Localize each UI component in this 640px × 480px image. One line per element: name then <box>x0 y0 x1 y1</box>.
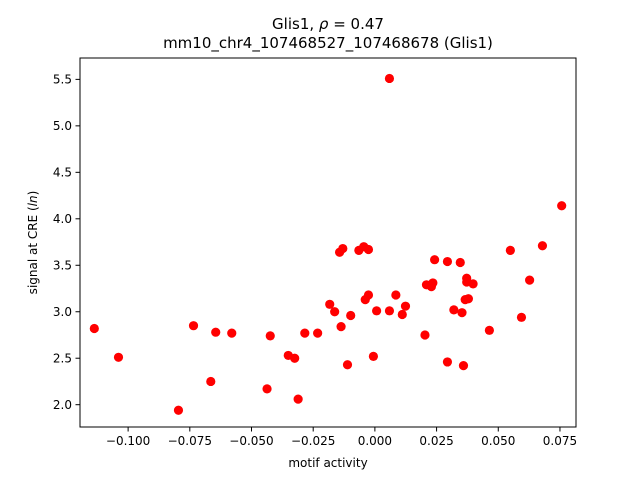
y-tick-label: 3.5 <box>53 259 72 273</box>
data-point <box>557 201 567 211</box>
data-point <box>468 279 478 289</box>
x-tick-label: −0.100 <box>106 434 150 448</box>
data-point <box>384 306 395 316</box>
data-point <box>342 360 353 370</box>
data-point <box>505 245 515 256</box>
x-axis-label: motif activity <box>288 456 367 470</box>
x-axis-ticks: −0.100 −0.075 −0.050 −0.025 0.000 0.025 0.050 0… <box>106 427 577 448</box>
data-point <box>330 307 340 317</box>
data-point <box>455 257 465 268</box>
data-point <box>457 308 467 318</box>
data-point <box>336 322 346 332</box>
data-point <box>442 357 453 367</box>
data-point <box>89 323 99 334</box>
data-point <box>428 278 438 288</box>
data-point <box>420 330 430 340</box>
data-point <box>442 256 453 267</box>
data-point <box>173 405 184 415</box>
data-point <box>397 309 407 320</box>
x-tick-label: 0.000 <box>358 434 392 448</box>
y-axis-ticks: 2.0 2.5 3.0 3.5 4.0 4.5 5.0 5.5 <box>53 73 80 412</box>
data-point <box>372 306 382 316</box>
data-point <box>525 275 535 285</box>
data-point <box>300 328 310 338</box>
x-tick-label: −0.075 <box>168 434 212 448</box>
data-point <box>537 241 548 251</box>
data-point <box>363 290 374 300</box>
data-point <box>391 290 401 300</box>
y-tick-label: 3.0 <box>53 305 72 319</box>
y-tick-label: 5.5 <box>53 73 72 87</box>
data-point <box>211 327 221 337</box>
data-points <box>89 73 567 415</box>
x-tick-label: −0.025 <box>291 434 335 448</box>
x-tick-label: −0.050 <box>229 434 273 448</box>
data-point <box>462 273 472 283</box>
data-point <box>265 331 275 341</box>
y-tick-label: 4.0 <box>53 212 72 226</box>
data-point <box>290 353 300 363</box>
data-point <box>363 244 374 255</box>
data-point <box>206 376 216 387</box>
data-point <box>400 301 411 311</box>
x-tick-label: 0.050 <box>481 434 515 448</box>
chart-subtitle: mm10_chr4_107468527_107468678 (Glis1) <box>163 34 493 53</box>
data-point <box>262 384 272 394</box>
data-point <box>313 328 323 338</box>
data-point <box>516 312 527 322</box>
data-point <box>325 299 335 309</box>
x-tick-label: 0.075 <box>543 434 577 448</box>
y-tick-label: 5.0 <box>53 119 72 133</box>
data-point <box>430 255 440 265</box>
data-point <box>484 325 494 335</box>
y-tick-label: 2.5 <box>53 352 72 366</box>
plot-frame <box>79 57 577 428</box>
data-point <box>458 361 469 371</box>
data-point <box>293 394 303 404</box>
data-point <box>113 352 124 362</box>
data-point <box>346 310 356 321</box>
y-tick-label: 2.0 <box>53 398 72 412</box>
y-tick-label: 4.5 <box>53 166 72 180</box>
data-point <box>368 351 379 361</box>
y-axis-label: signal at CRE (ln) <box>26 191 40 295</box>
data-point <box>384 73 395 84</box>
data-point <box>188 321 199 331</box>
x-tick-label: 0.025 <box>419 434 453 448</box>
data-point <box>227 328 237 338</box>
data-point <box>449 305 459 315</box>
data-point <box>338 243 348 254</box>
chart-title: Glis1, ρ = 0.47 <box>272 15 384 33</box>
data-point <box>463 294 474 304</box>
